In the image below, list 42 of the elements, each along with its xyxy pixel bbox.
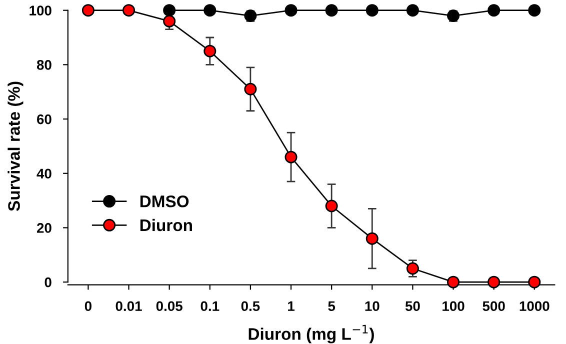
y-tick-label: 100: [30, 6, 52, 16]
point: [204, 4, 216, 17]
legend-label: DMSO: [140, 196, 189, 208]
point: [82, 4, 94, 17]
x-tick-label: 0.5: [241, 301, 260, 312]
x-tick-label: 500: [482, 301, 505, 312]
y-tick-label: 80: [36, 60, 52, 70]
y-tick-label: 0: [44, 277, 52, 288]
legend-label: Diuron: [140, 218, 192, 232]
x-tick-label: 10: [365, 301, 380, 312]
y-tick-label: 40: [36, 168, 52, 179]
x-tick-label: 0: [84, 301, 92, 312]
point: [528, 4, 541, 17]
point: [528, 276, 541, 288]
x-tick-label: 0.01: [116, 301, 142, 312]
point: [366, 232, 378, 245]
point: [366, 4, 378, 17]
y-tick-label: 60: [37, 114, 52, 124]
x-tick-label: 1: [288, 301, 294, 311]
point: [163, 14, 176, 28]
x-tick-label: 0.05: [156, 301, 182, 312]
point: [488, 276, 500, 288]
x-tick-label: 5: [328, 301, 336, 312]
point: [244, 82, 257, 96]
point: [284, 150, 298, 164]
x-tick-label: 0.1: [200, 301, 220, 312]
y-tick-label: 20: [36, 223, 52, 233]
point: [406, 262, 419, 275]
x-tick-label: 100: [442, 301, 464, 312]
point: [284, 4, 298, 17]
x-tick-label: 1000: [520, 301, 550, 312]
point: [325, 200, 338, 212]
point: [488, 4, 500, 17]
point: [325, 4, 338, 17]
x-tick-label: 50: [405, 301, 420, 312]
x-axis-title: Diuron (mg L$^{−1}$): [248, 324, 374, 344]
point: [447, 276, 460, 288]
point: [406, 4, 419, 17]
y-axis-title: Survival rate (%): [8, 82, 24, 212]
point: [122, 4, 136, 17]
point: [163, 4, 176, 17]
point: [204, 44, 216, 58]
